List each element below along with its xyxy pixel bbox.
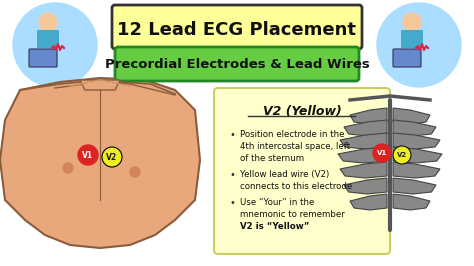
- FancyBboxPatch shape: [401, 30, 423, 48]
- Polygon shape: [393, 120, 436, 136]
- Circle shape: [102, 147, 122, 167]
- Text: Precordial Electrodes & Lead Wires: Precordial Electrodes & Lead Wires: [105, 59, 369, 72]
- Text: 12 Lead ECG Placement: 12 Lead ECG Placement: [118, 21, 356, 39]
- Circle shape: [39, 13, 57, 31]
- FancyBboxPatch shape: [29, 49, 57, 67]
- Text: •: •: [230, 130, 236, 140]
- Text: 4th intercostal space, left: 4th intercostal space, left: [240, 142, 350, 151]
- Polygon shape: [338, 147, 387, 163]
- Circle shape: [63, 163, 73, 173]
- Text: V2 (Yellow): V2 (Yellow): [263, 105, 341, 118]
- Polygon shape: [393, 178, 436, 194]
- FancyBboxPatch shape: [214, 88, 390, 254]
- Polygon shape: [393, 162, 440, 178]
- Text: V2: V2: [107, 152, 118, 161]
- Circle shape: [130, 167, 140, 177]
- Text: V1: V1: [377, 150, 387, 156]
- Polygon shape: [350, 194, 387, 210]
- FancyBboxPatch shape: [115, 47, 359, 81]
- Polygon shape: [340, 162, 387, 178]
- Text: V2 is “Yellow”: V2 is “Yellow”: [240, 222, 310, 231]
- Polygon shape: [344, 120, 387, 136]
- FancyBboxPatch shape: [37, 30, 59, 48]
- Text: •: •: [230, 170, 236, 180]
- Circle shape: [393, 146, 411, 164]
- FancyBboxPatch shape: [393, 49, 421, 67]
- Circle shape: [13, 3, 97, 87]
- FancyBboxPatch shape: [112, 5, 362, 49]
- Polygon shape: [0, 78, 200, 248]
- Text: V2: V2: [397, 152, 407, 158]
- Polygon shape: [393, 194, 430, 210]
- Text: V1: V1: [82, 151, 93, 160]
- Text: Yellow lead wire (V2): Yellow lead wire (V2): [240, 170, 329, 179]
- Text: connects to this electrode: connects to this electrode: [240, 182, 352, 191]
- Polygon shape: [393, 133, 440, 149]
- Text: Use “Your” in the: Use “Your” in the: [240, 198, 314, 207]
- Polygon shape: [340, 133, 387, 149]
- Polygon shape: [350, 108, 387, 124]
- Text: of the sternum: of the sternum: [240, 154, 304, 163]
- Circle shape: [377, 3, 461, 87]
- Polygon shape: [80, 80, 120, 90]
- Polygon shape: [344, 178, 387, 194]
- Circle shape: [403, 13, 421, 31]
- Polygon shape: [393, 108, 430, 124]
- Text: Position electrode in the: Position electrode in the: [240, 130, 345, 139]
- Circle shape: [373, 144, 391, 162]
- Circle shape: [78, 145, 98, 165]
- Text: mnemonic to remember: mnemonic to remember: [240, 210, 345, 219]
- Polygon shape: [393, 147, 442, 163]
- Text: •: •: [230, 198, 236, 208]
